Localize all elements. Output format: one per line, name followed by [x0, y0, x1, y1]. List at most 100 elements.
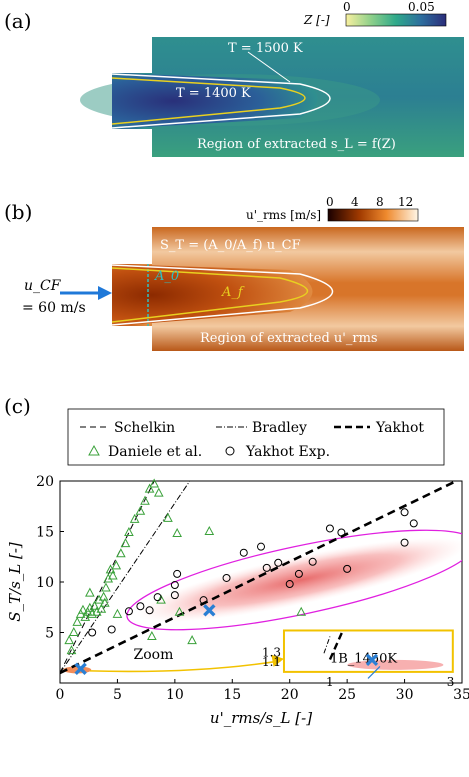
- isoline-outer: [111, 264, 333, 326]
- legend-box: Schelkin Bradley Yakhot Daniele et al. Y…: [67, 408, 445, 466]
- yakhot-exp-point: [107, 625, 116, 634]
- zoom-arrowhead: [271, 654, 284, 667]
- yakhot-exp-point: [308, 557, 317, 566]
- scatter-chart: Zoom 1.31.1 1 3 1B_1450K 0 5 10 15 20 25 30 35 5 10 15 2…: [6, 474, 469, 727]
- daniele-point: [204, 525, 215, 535]
- daniele-point: [140, 495, 150, 505]
- daniele-point: [72, 616, 83, 626]
- yakhot-exp-point: [145, 606, 154, 615]
- x-tick-label: 5: [113, 687, 122, 703]
- panel-b-field: S_T = (A_0/A_f) u_CF A_0 A_f Region of e…: [111, 227, 464, 351]
- inset-tick-x-right: 3: [447, 675, 455, 689]
- af-label: A_f: [221, 285, 245, 300]
- inset-pointer: [367, 666, 381, 679]
- daniele-point: [135, 505, 146, 515]
- y-tick-label: 10: [36, 575, 54, 591]
- x-tick-label: 20: [281, 687, 299, 703]
- dns-cloud: [136, 537, 462, 623]
- yakhot-exp-point: [325, 524, 334, 533]
- a0-label: A_0: [154, 269, 179, 284]
- daniele-point: [172, 527, 182, 538]
- panel-b-region-label: Region of extracted u'_rms: [200, 331, 378, 346]
- daniele-point: [149, 478, 160, 488]
- isoline-inner: [111, 267, 309, 323]
- daniele-point: [156, 594, 166, 604]
- yakhot-exp-point: [170, 581, 179, 590]
- inset-tick-y-bottom: 1.1: [262, 655, 281, 669]
- y-tick-label: 5: [45, 626, 54, 642]
- inset-tick-y-top: 1.3: [262, 645, 281, 659]
- yakhot-exp-point: [285, 580, 294, 589]
- isoline-1500k: [111, 73, 331, 129]
- panel-b-tick-0: 0: [326, 195, 334, 209]
- daniele-point: [153, 487, 164, 497]
- yakhot-exp-point: [409, 519, 418, 528]
- highlight-x-marker: [203, 604, 216, 617]
- inset-label: 1B_1450K: [330, 651, 397, 666]
- inset-yakhot-line: [328, 631, 344, 660]
- yakhot-exp-point: [274, 558, 283, 567]
- daniele-point: [78, 604, 88, 614]
- legend-yakhot-exp: Yakhot Exp.: [245, 444, 330, 460]
- inset-highlight-x: [365, 653, 379, 667]
- zoom-label: Zoom: [134, 647, 174, 663]
- daniele-point: [147, 630, 157, 641]
- inset-bradley-line: [323, 636, 331, 654]
- panel-b-tick-12: 12: [398, 195, 413, 209]
- legend-daniele: Daniele et al.: [108, 444, 202, 460]
- yakhot-exp-point: [136, 602, 145, 611]
- line-yakhot: [60, 481, 457, 675]
- daniele-point: [111, 560, 122, 570]
- panel-b-tick-8: 8: [376, 195, 384, 209]
- y-axis-label: S_T/s_L [-]: [6, 542, 24, 622]
- inset: 1.31.1 1 3 1B_1450K: [262, 629, 455, 689]
- daniele-point: [101, 582, 111, 592]
- iso-1400-label: T = 1400 K: [176, 86, 251, 101]
- region-ellipse: [126, 529, 462, 631]
- model-lines: [60, 481, 457, 675]
- panel-b-colorbar: u'_rms [m/s] 0 4 8 12: [246, 195, 419, 222]
- x-tick-label: 10: [166, 687, 184, 703]
- panel-a-label: (a): [4, 9, 32, 33]
- line-bradley: [60, 481, 191, 674]
- daniele-point: [94, 594, 104, 604]
- daniele-point: [174, 606, 185, 616]
- daniele-point: [112, 608, 123, 618]
- yakhot-exp-point: [239, 548, 248, 557]
- yakhot-exp-point: [124, 607, 133, 616]
- panel-b-tick-4: 4: [351, 195, 359, 209]
- daniele-point: [96, 603, 107, 613]
- daniele-point: [144, 483, 155, 493]
- inflow-label: u_CF: [24, 278, 62, 294]
- yakhot-exp-point: [343, 564, 352, 573]
- x-tick-label: 35: [453, 687, 469, 703]
- yakhot-exp-point: [222, 573, 231, 582]
- panel-c-label: (c): [4, 394, 31, 418]
- yakhot-exp-point: [400, 538, 409, 547]
- daniele-point: [187, 635, 197, 645]
- panel-a-colorbar-label: Z [-]: [303, 13, 330, 27]
- iso-1500-label: T = 1500 K: [228, 41, 303, 56]
- daniele-point: [68, 626, 79, 636]
- panel-a-colorbar-max: 0.05: [408, 0, 435, 14]
- yakhot-exp-point: [199, 596, 208, 605]
- yakhot-exp-point: [170, 591, 179, 600]
- st-formula: S_T = (A_0/A_f) u_CF: [160, 238, 301, 253]
- legend-yakhot: Yakhot: [375, 420, 424, 436]
- daniele-point: [124, 526, 134, 537]
- daniele-point: [64, 635, 75, 645]
- yakhot-exp-point: [294, 569, 303, 578]
- daniele-point: [66, 645, 77, 655]
- yakhot-exp-point: [400, 508, 409, 517]
- yakhot-exp-point: [88, 628, 97, 637]
- legend-bradley: Bradley: [252, 420, 307, 436]
- daniele-point: [120, 538, 131, 548]
- isoline-1400k: [111, 77, 306, 125]
- daniele-point: [108, 570, 118, 580]
- yakhot-exp-point: [262, 563, 271, 572]
- yakhot-exp-point: [173, 569, 182, 578]
- daniele-point: [129, 513, 140, 523]
- daniele-point: [163, 512, 173, 522]
- line-schelkin: [60, 481, 155, 674]
